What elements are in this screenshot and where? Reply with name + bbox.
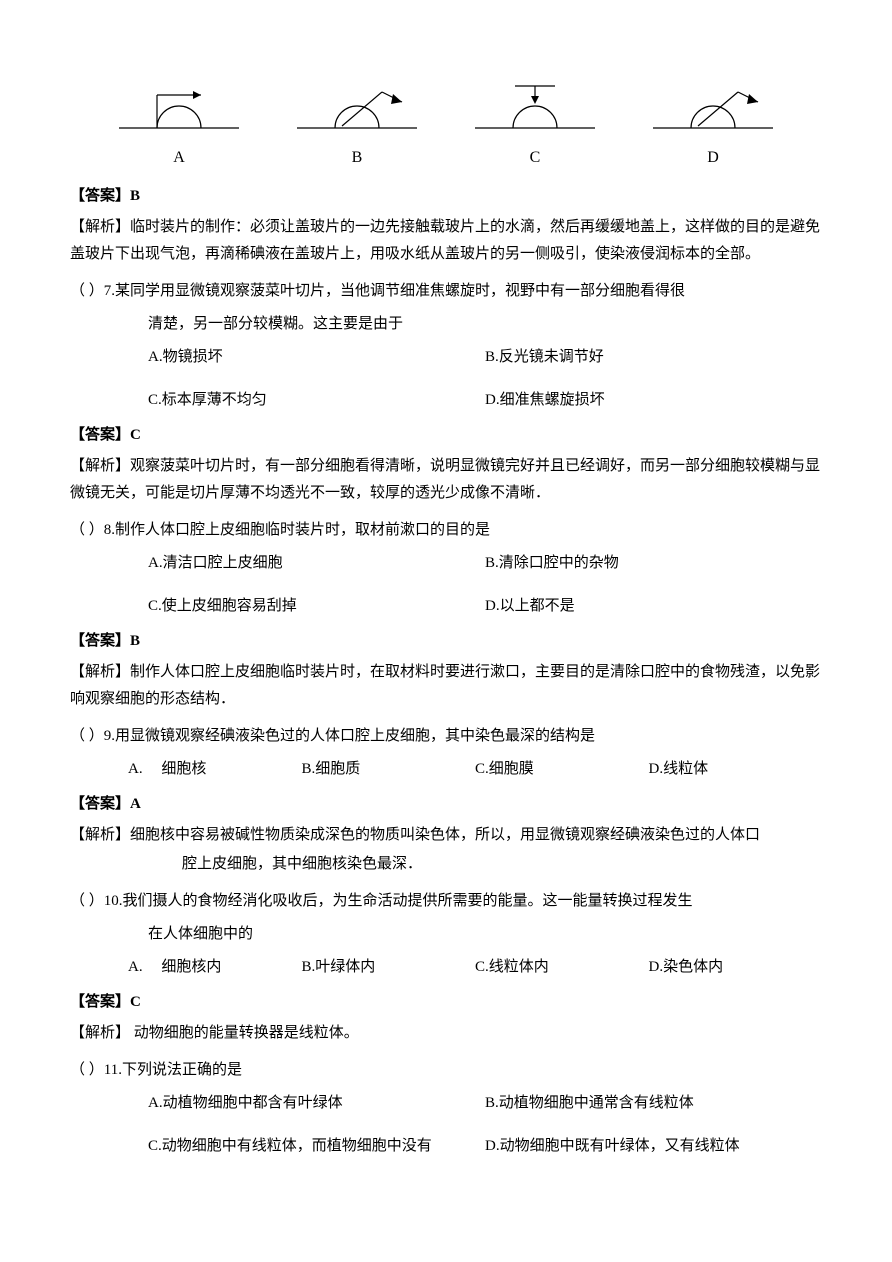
- q7-answer: 【答案】C: [70, 422, 822, 449]
- diagram-b-label: B: [352, 144, 363, 173]
- q11-options-row2: C.动物细胞中有线粒体，而植物细胞中没有 D.动物细胞中既有叶绿体，又有线粒体: [70, 1133, 822, 1160]
- diagram-a: A: [109, 80, 249, 173]
- q11-options-row1: A.动植物细胞中都含有叶绿体 B.动植物细胞中通常含有线粒体: [70, 1090, 822, 1127]
- q6-answer: 【答案】B: [70, 183, 822, 210]
- diagram-a-svg: [109, 80, 249, 140]
- q9-opt-b: B.细胞质: [302, 756, 476, 783]
- q7-options-row1: A.物镜损坏 B.反光镜未调节好: [70, 344, 822, 381]
- q8-stem: （ ）8.制作人体口腔上皮细胞临时装片时，取材前漱口的目的是: [70, 517, 822, 544]
- q9-stem: （ ）9.用显微镜观察经碘液染色过的人体口腔上皮细胞，其中染色最深的结构是: [70, 723, 822, 750]
- diagram-c: C: [465, 80, 605, 173]
- diagram-row: A B C D: [70, 80, 822, 173]
- q10-opt-b: B.叶绿体内: [302, 954, 476, 981]
- q7-analysis: 【解析】观察菠菜叶切片时，有一部分细胞看得清晰，说明显微镜完好并且已经调好，而另…: [70, 453, 822, 507]
- q8-opt-a: A.清洁口腔上皮细胞: [148, 550, 485, 577]
- q9-analysis-1: 【解析】细胞核中容易被碱性物质染成深色的物质叫染色体，所以，用显微镜观察经碘液染…: [70, 822, 822, 849]
- q7: （ ）7.某同学用显微镜观察菠菜叶切片，当他调节细准焦螺旋时，视野中有一部分细胞…: [70, 278, 822, 414]
- q8-opt-c: C.使上皮细胞容易刮掉: [148, 593, 485, 620]
- q10: （ ）10.我们摄人的食物经消化吸收后，为生命活动提供所需要的能量。这一能量转换…: [70, 888, 822, 981]
- q11: （ ）11.下列说法正确的是 A.动植物细胞中都含有叶绿体 B.动植物细胞中通常…: [70, 1057, 822, 1160]
- q10-opt-c: C.线粒体内: [475, 954, 649, 981]
- q11-stem: （ ）11.下列说法正确的是: [70, 1057, 822, 1084]
- q9-answer: 【答案】A: [70, 791, 822, 818]
- q10-analysis: 【解析】 动物细胞的能量转换器是线粒体。: [70, 1020, 822, 1047]
- q10-answer: 【答案】C: [70, 989, 822, 1016]
- q11-opt-b: B.动植物细胞中通常含有线粒体: [485, 1090, 822, 1117]
- q8-opt-d: D.以上都不是: [485, 593, 822, 620]
- q10-opt-a: A. 细胞核内: [128, 954, 302, 981]
- q7-opt-b: B.反光镜未调节好: [485, 344, 822, 371]
- q8-analysis: 【解析】制作人体口腔上皮细胞临时装片时，在取材料时要进行漱口，主要目的是清除口腔…: [70, 659, 822, 713]
- q8-options-row2: C.使上皮细胞容易刮掉 D.以上都不是: [70, 593, 822, 620]
- diagram-d: D: [643, 80, 783, 173]
- diagram-d-label: D: [707, 144, 719, 173]
- q8-answer: 【答案】B: [70, 628, 822, 655]
- q7-options-row2: C.标本厚薄不均匀 D.细准焦螺旋损坏: [70, 387, 822, 414]
- q10-stem-cont: 在人体细胞中的: [70, 921, 822, 948]
- q9-options: A. 细胞核 B.细胞质 C.细胞膜 D.线粒体: [70, 756, 822, 783]
- diagram-c-label: C: [530, 144, 541, 173]
- q7-stem-cont: 清楚，另一部分较模糊。这主要是由于: [70, 311, 822, 338]
- q10-stem: （ ）10.我们摄人的食物经消化吸收后，为生命活动提供所需要的能量。这一能量转换…: [70, 888, 822, 915]
- q9-opt-a: A. 细胞核: [128, 756, 302, 783]
- q9: （ ）9.用显微镜观察经碘液染色过的人体口腔上皮细胞，其中染色最深的结构是 A.…: [70, 723, 822, 783]
- q7-opt-c: C.标本厚薄不均匀: [148, 387, 485, 414]
- diagram-c-svg: [465, 80, 605, 140]
- q9-opt-d: D.线粒体: [649, 756, 823, 783]
- q7-opt-a: A.物镜损坏: [148, 344, 485, 371]
- q7-opt-d: D.细准焦螺旋损坏: [485, 387, 822, 414]
- q9-analysis-2: 腔上皮细胞，其中细胞核染色最深．: [70, 851, 822, 878]
- q11-opt-a: A.动植物细胞中都含有叶绿体: [148, 1090, 485, 1117]
- q7-stem: （ ）7.某同学用显微镜观察菠菜叶切片，当他调节细准焦螺旋时，视野中有一部分细胞…: [70, 278, 822, 305]
- q8-options-row1: A.清洁口腔上皮细胞 B.清除口腔中的杂物: [70, 550, 822, 587]
- q10-opt-d: D.染色体内: [649, 954, 823, 981]
- q10-options: A. 细胞核内 B.叶绿体内 C.线粒体内 D.染色体内: [70, 954, 822, 981]
- q11-opt-c: C.动物细胞中有线粒体，而植物细胞中没有: [148, 1133, 485, 1160]
- q8-opt-b: B.清除口腔中的杂物: [485, 550, 822, 577]
- diagram-b: B: [287, 80, 427, 173]
- q6-analysis: 【解析】临时装片的制作：必须让盖玻片的一边先接触载玻片上的水滴，然后再缓缓地盖上…: [70, 214, 822, 268]
- diagram-d-svg: [643, 80, 783, 140]
- diagram-a-label: A: [173, 144, 185, 173]
- q11-opt-d: D.动物细胞中既有叶绿体，又有线粒体: [485, 1133, 822, 1160]
- diagram-b-svg: [287, 80, 427, 140]
- q8: （ ）8.制作人体口腔上皮细胞临时装片时，取材前漱口的目的是 A.清洁口腔上皮细…: [70, 517, 822, 620]
- q9-opt-c: C.细胞膜: [475, 756, 649, 783]
